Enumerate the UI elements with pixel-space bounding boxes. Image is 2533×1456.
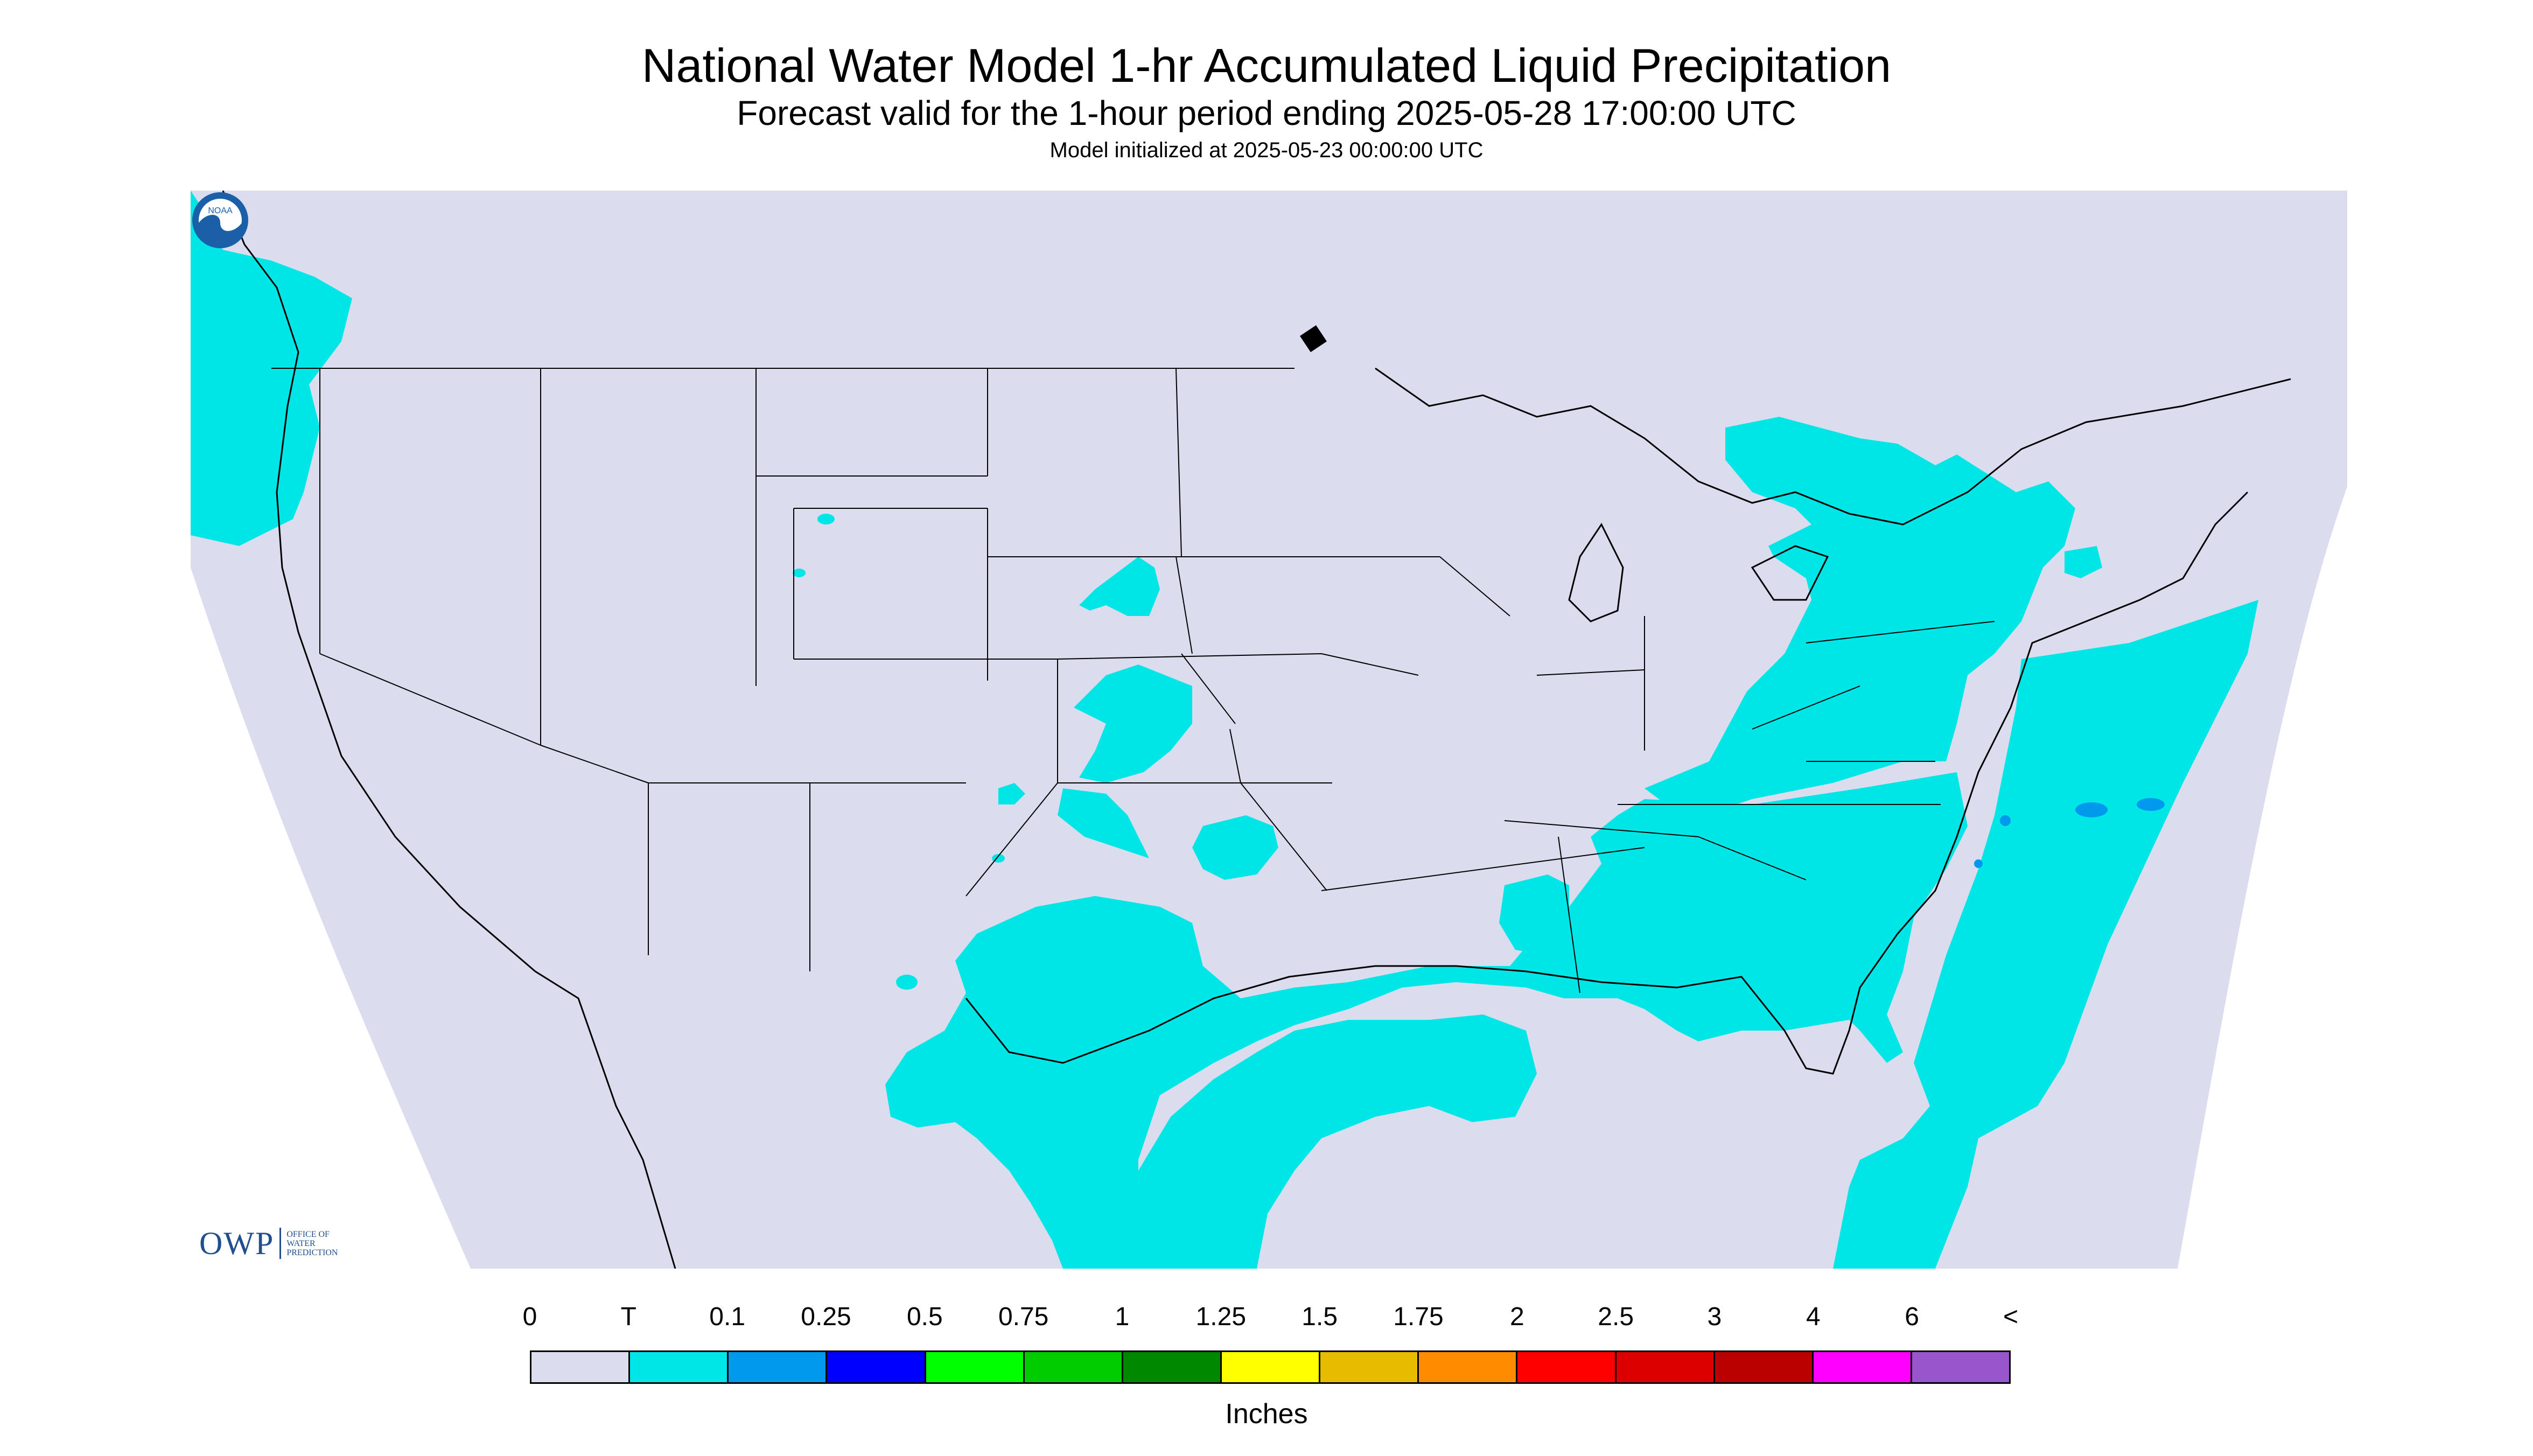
model-init-time: Model initialized at 2025-05-23 00:00:00…	[1049, 138, 1484, 162]
valid-time-subtitle: Forecast valid for the 1-hour period end…	[737, 94, 1796, 132]
legend-tick-label: 1	[1115, 1303, 1130, 1331]
owp-sub-line-3: PREDICTION	[286, 1248, 338, 1257]
legend-color-swatch	[827, 1352, 926, 1382]
atlantic-precip-cell-2	[2137, 798, 2165, 811]
legend-color-swatch	[531, 1352, 631, 1382]
trace-precip-areas	[191, 191, 2258, 1269]
legend-color-swatch	[729, 1352, 828, 1382]
legend-color-swatch	[1616, 1352, 1715, 1382]
texas-precip-spot	[896, 975, 918, 990]
legend-color-swatch	[1813, 1352, 1912, 1382]
dakota-precip	[1079, 557, 1160, 616]
lake-of-the-woods	[1300, 325, 1327, 352]
legend-units: Inches	[1225, 1398, 1308, 1430]
atlantic-precip-cell-1	[2075, 802, 2108, 817]
legend-tick-label: <	[2003, 1303, 2019, 1331]
plains-precip-1	[1074, 664, 1192, 783]
legend-color-swatch	[1517, 1352, 1617, 1382]
lake-erie	[1751, 545, 1829, 601]
color-legend: 0 T 0.1 0.25 0.5 0.75 1 1.25 1.5 1.75 2 2.5 3 4 6 < Inc…	[0, 1292, 2533, 1454]
maine-precip	[2065, 546, 2102, 578]
legend-color-swatch	[1024, 1352, 1123, 1382]
legend-tick-label: 3	[1707, 1303, 1722, 1331]
owp-sub-line-2: WATER	[286, 1238, 316, 1248]
legend-tick-label: 6	[1905, 1303, 1919, 1331]
southeast-gulf-precip	[885, 772, 1968, 1269]
legend-tick-label: 0.25	[801, 1303, 851, 1331]
legend-color-swatch	[1912, 1352, 2010, 1382]
legend-tick-label: 1.25	[1195, 1303, 1247, 1331]
legend-tick-label: 2.5	[1598, 1303, 1634, 1331]
legend-color-swatch	[1419, 1352, 1518, 1382]
legend-tick-label: 0.75	[998, 1303, 1049, 1331]
noaa-logo-wave	[199, 215, 242, 242]
texas-oklahoma-precip	[1192, 815, 1278, 880]
legend-color-swatch	[1320, 1352, 1419, 1382]
great-lakes-shore	[1375, 367, 2291, 526]
atlantic-precip-cell-3	[2000, 815, 2011, 826]
map-title: National Water Model 1-hr Accumulated Li…	[641, 39, 1892, 92]
legend-tick-label: 0.5	[906, 1303, 943, 1331]
gulf-atlantic-coast	[965, 491, 2249, 1075]
legend-tick-label: 4	[1806, 1303, 1821, 1331]
legend-color-swatch	[1123, 1352, 1222, 1382]
alabama-precip	[1499, 874, 1569, 955]
atlantic-precip-cell-4	[1974, 859, 1983, 868]
owp-logo: OWP OFFICE OF WATER PREDICTION	[199, 1224, 338, 1262]
legend-tick-label: 2	[1509, 1303, 1524, 1331]
lake-michigan	[1568, 523, 1624, 622]
light-precip-areas	[1974, 798, 2165, 868]
legend-color-swatch	[1715, 1352, 1814, 1382]
wyoming-precip-1	[817, 514, 835, 524]
gulf-south-precip	[1138, 1014, 1537, 1269]
wyoming-precip-2	[793, 569, 806, 577]
noaa-logo-text: NOAA	[208, 206, 233, 215]
atlantic-precip	[1833, 600, 2258, 1269]
legend-tick-label: 1.5	[1302, 1303, 1338, 1331]
legend-color-bar	[530, 1350, 2011, 1384]
legend-tick-label: 1.75	[1393, 1303, 1444, 1331]
owp-sub-line-1: OFFICE OF	[286, 1229, 330, 1239]
legend-tick-label: 0	[522, 1303, 537, 1331]
state-borders	[271, 368, 1995, 993]
legend-color-swatch	[926, 1352, 1025, 1382]
legend-color-swatch	[630, 1352, 729, 1382]
map-canvas	[191, 191, 2347, 1269]
legend-color-swatch	[1221, 1352, 1321, 1382]
great-lakes-northeast-precip	[1645, 417, 2075, 821]
west-coast	[222, 191, 676, 1269]
noaa-logo: NOAA	[192, 192, 248, 248]
plains-precip-2	[1058, 788, 1149, 858]
legend-tick-label: 0.1	[709, 1303, 746, 1331]
owp-logo-text: OWP	[199, 1225, 275, 1261]
precipitation-map[interactable]: OWP OFFICE OF WATER PREDICTION NOAA	[191, 191, 2347, 1269]
owp-logo-divider	[279, 1228, 282, 1259]
legend-tick-label: T	[620, 1303, 636, 1331]
owp-logo-subtitle: OFFICE OF WATER PREDICTION	[286, 1230, 338, 1257]
coastlines	[222, 191, 2291, 1269]
new-mexico-precip	[998, 783, 1025, 804]
